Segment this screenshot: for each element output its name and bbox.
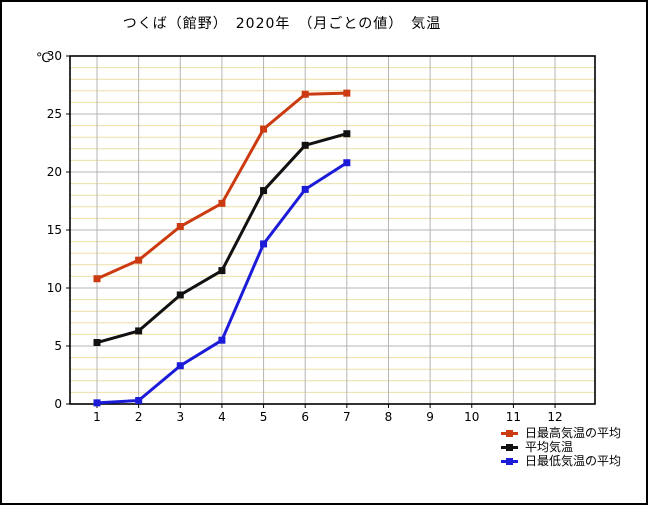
series-marker-mean-temp <box>93 339 101 347</box>
x-tick-label: 7 <box>343 410 351 424</box>
y-tick-label: 0 <box>54 397 62 411</box>
series-marker-mean-temp <box>135 327 143 335</box>
legend-label-mean: 平均気温 <box>525 440 574 454</box>
chart-title: つくば（館野） 2020年 （月ごとの値） 気温 <box>122 16 442 32</box>
legend-label-daily-max: 日最高気温の平均 <box>525 426 622 440</box>
legend-row-daily-max: 日最高気温の平均 <box>501 426 621 440</box>
legend-label-daily-min: 日最低気温の平均 <box>525 454 622 468</box>
legend-swatch-daily-max <box>501 429 518 438</box>
series-marker-daily-min-avg <box>135 397 143 405</box>
series-marker-daily-min-avg <box>218 336 226 344</box>
series-marker-daily-min-avg <box>176 362 184 370</box>
legend-row-mean: 平均気温 <box>501 440 621 454</box>
series-marker-daily-max-avg <box>135 256 143 264</box>
x-tick-label: 4 <box>218 410 226 424</box>
series-marker-daily-max-avg <box>176 223 184 231</box>
series-marker-daily-max-avg <box>343 89 351 97</box>
y-tick-label: 20 <box>47 165 62 179</box>
series-marker-mean-temp <box>260 187 268 195</box>
series-marker-mean-temp <box>218 267 226 275</box>
series-marker-daily-min-avg <box>301 185 309 193</box>
x-tick-label: 5 <box>260 410 268 424</box>
y-tick-label: 10 <box>47 281 62 295</box>
x-tick-label: 3 <box>176 410 184 424</box>
x-tick-label: 8 <box>385 410 393 424</box>
series-marker-mean-temp <box>343 130 351 138</box>
y-tick-label: 15 <box>47 223 62 237</box>
series-marker-daily-max-avg <box>93 275 101 283</box>
y-tick-label: 30 <box>47 49 62 63</box>
x-tick-label: 10 <box>464 410 479 424</box>
series-marker-daily-min-avg <box>343 159 351 167</box>
legend-swatch-daily-min <box>501 457 518 466</box>
legend-swatch-mean <box>501 443 518 452</box>
series-marker-daily-min-avg <box>260 240 268 248</box>
legend: 日最高気温の平均 平均気温 日最低気温の平均 <box>501 426 621 468</box>
x-tick-label: 12 <box>547 410 562 424</box>
series-marker-mean-temp <box>301 141 309 149</box>
series-marker-daily-max-avg <box>260 125 268 133</box>
x-tick-label: 1 <box>93 410 101 424</box>
series-marker-mean-temp <box>176 291 184 299</box>
legend-row-daily-min: 日最低気温の平均 <box>501 454 621 468</box>
series-marker-daily-max-avg <box>218 199 226 207</box>
series-marker-daily-min-avg <box>93 399 101 407</box>
y-tick-label: 5 <box>54 339 62 353</box>
series-marker-daily-max-avg <box>301 90 309 98</box>
y-axis-unit-label: ℃ <box>36 51 51 66</box>
y-tick-label: 25 <box>47 107 62 121</box>
x-tick-label: 2 <box>135 410 143 424</box>
x-tick-label: 9 <box>426 410 434 424</box>
x-tick-label: 11 <box>506 410 521 424</box>
x-tick-label: 6 <box>301 410 309 424</box>
